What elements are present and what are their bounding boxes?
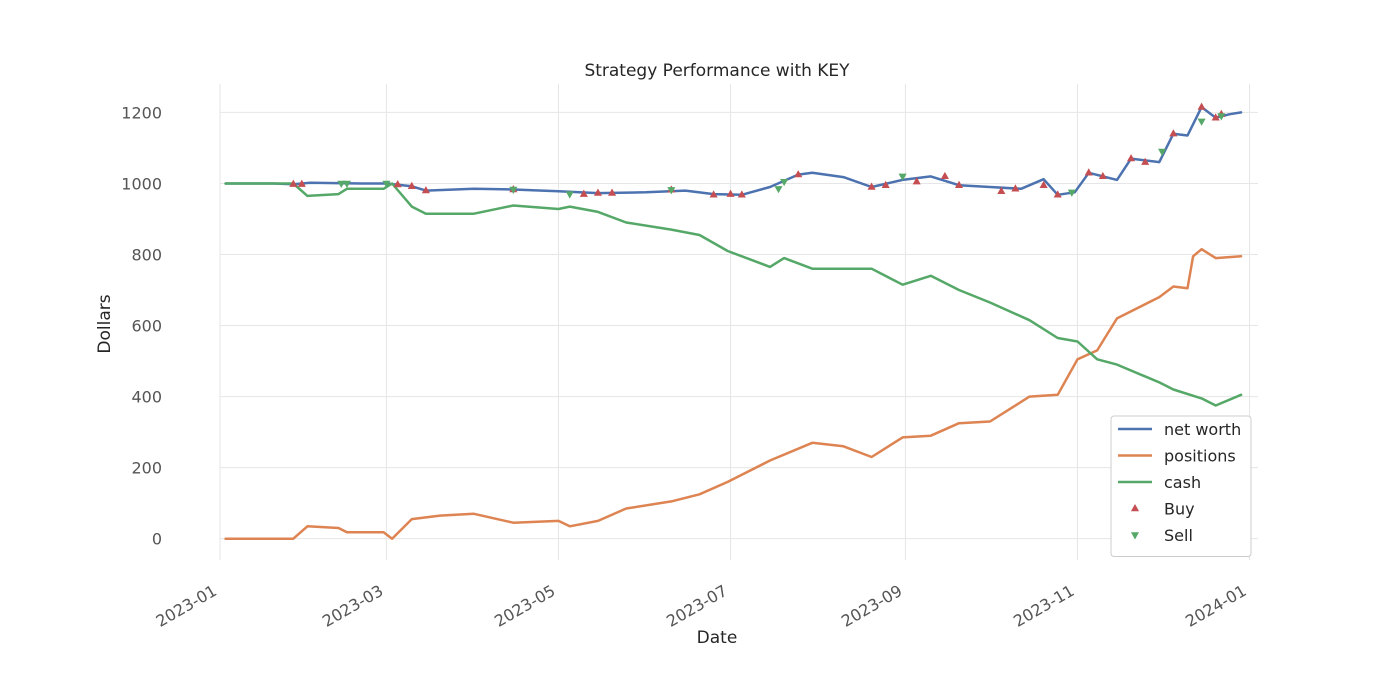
series-line-positions: [224, 247, 1243, 540]
sell-marker: [342, 180, 351, 188]
buy-marker: [579, 189, 588, 197]
marker-layer: [289, 102, 1226, 199]
buy-marker: [1127, 154, 1136, 162]
sell-marker: [1197, 118, 1206, 126]
y-axis-label: Dollars: [95, 294, 115, 353]
x-axis-label: Date: [697, 628, 738, 648]
buy-marker: [1039, 180, 1048, 188]
sell-marker: [1217, 113, 1226, 121]
y-tick-label: 1000: [121, 174, 162, 193]
buy-marker: [794, 170, 803, 178]
y-tick-label: 0: [152, 530, 162, 549]
y-tick-label: 800: [131, 246, 162, 265]
buy-marker: [297, 179, 306, 187]
sell-marker: [382, 180, 391, 188]
sell-marker: [1067, 189, 1076, 197]
sell-marker: [1158, 148, 1167, 156]
buy-marker: [709, 190, 718, 198]
legend-label: positions: [1164, 447, 1236, 466]
legend-box: [1110, 415, 1252, 557]
buy-marker: [289, 179, 298, 187]
buy-marker: [608, 188, 617, 196]
buy-marker: [1011, 184, 1020, 192]
y-tick-label: 1200: [121, 103, 162, 122]
buy-marker: [1211, 113, 1220, 121]
buy-marker: [593, 188, 603, 196]
buy-marker: [1197, 102, 1206, 110]
buy-marker: [881, 180, 890, 188]
legend-label: Buy: [1164, 500, 1195, 519]
series-line-cash: [224, 182, 1243, 407]
y-tick-label: 600: [131, 317, 162, 336]
buy-marker: [997, 186, 1006, 194]
buy-marker: [1141, 157, 1150, 165]
buy-marker: [393, 180, 402, 188]
buy-marker: [912, 177, 921, 185]
buy-marker: [1053, 190, 1062, 198]
legend-label: net worth: [1164, 420, 1241, 439]
buy-marker: [1084, 168, 1093, 176]
legend-swatch-sell: [1130, 532, 1140, 540]
sell-marker: [667, 187, 676, 195]
series-layer: [224, 105, 1243, 540]
buy-marker: [407, 181, 416, 190]
buy-marker: [726, 189, 735, 197]
sell-marker: [337, 180, 346, 188]
buy-marker: [737, 190, 746, 198]
buy-marker: [421, 186, 430, 194]
legend: net worth positions cash Buy Sell: [1110, 415, 1252, 557]
sell-marker: [565, 191, 574, 199]
sell-marker: [509, 186, 518, 195]
y-tick-label: 200: [131, 459, 162, 478]
buy-marker: [954, 180, 964, 188]
sell-marker: [774, 186, 783, 194]
legend-label: Sell: [1164, 526, 1193, 545]
buy-marker: [940, 171, 949, 180]
sell-marker: [780, 178, 789, 187]
buy-marker: [1169, 129, 1178, 137]
chart-title: Strategy Performance with KEY: [584, 61, 850, 81]
buy-marker: [867, 182, 876, 190]
buy-marker: [1098, 171, 1107, 180]
series-line-net-worth: [224, 105, 1243, 197]
sell-marker: [898, 173, 907, 181]
legend-swatch-buy: [1130, 504, 1140, 512]
y-tick-label: 400: [131, 388, 162, 407]
legend-label: cash: [1164, 473, 1201, 492]
